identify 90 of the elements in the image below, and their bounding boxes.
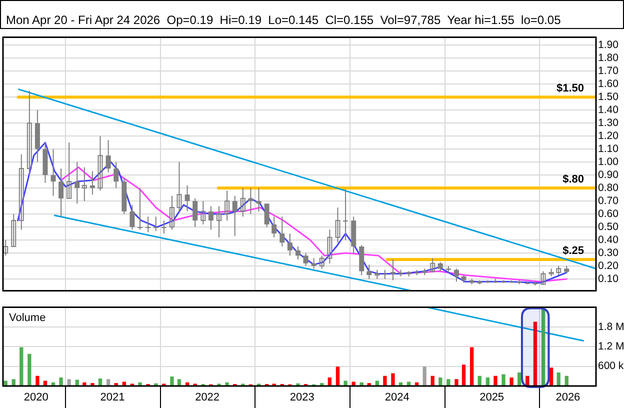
bar: [59, 377, 63, 386]
candlestick: [176, 162, 182, 212]
x-tick-label: 2022: [195, 392, 220, 404]
bar: [391, 373, 395, 386]
candlestick: [327, 230, 332, 264]
bar: [406, 382, 411, 386]
bar: [106, 379, 110, 386]
candlestick: [335, 208, 340, 243]
candlestick: [248, 188, 254, 214]
candlestick: [390, 260, 396, 280]
candlestick: [138, 188, 143, 230]
x-tick-label: 2020: [24, 392, 48, 404]
candlestick: [18, 154, 24, 230]
candlestick: [200, 201, 206, 224]
bar: [170, 376, 174, 386]
bar: [344, 380, 348, 386]
bar: [28, 354, 32, 386]
bar: [422, 366, 426, 386]
bar: [336, 366, 340, 386]
bar: [549, 368, 554, 386]
candlestick: [161, 220, 166, 234]
bar: [90, 383, 94, 386]
candlestick: [82, 167, 87, 202]
bar: [352, 382, 356, 386]
bar: [177, 379, 182, 386]
y-tick-label: 1.80: [598, 52, 619, 64]
y-tick-label: 0.20: [598, 260, 619, 272]
x-tick-label: 2026: [556, 392, 580, 404]
candlestick: [343, 189, 348, 240]
bar: [383, 376, 387, 386]
bar: [462, 364, 466, 386]
candlestick: [153, 216, 158, 231]
x-tick-label: 2021: [100, 392, 125, 404]
candlestick: [11, 214, 16, 248]
bar: [494, 376, 498, 386]
bar: [502, 374, 506, 386]
y-tick-label: 1.90: [598, 38, 619, 51]
candlestick: [146, 216, 151, 232]
y-tick-label: 1.20: [598, 130, 619, 142]
bar: [518, 372, 522, 386]
candlestick: [98, 136, 103, 191]
y-tick-label: 0.30: [598, 246, 619, 259]
y-tick-label: 1.50: [598, 90, 619, 103]
y-tick-label: 0.40: [598, 234, 619, 246]
y-tick-label: 0.90: [598, 168, 619, 181]
bar: [556, 372, 560, 386]
bar: [446, 379, 450, 386]
bar: [36, 376, 40, 386]
bar: [328, 377, 332, 386]
y-tick-label: 1.00: [598, 156, 619, 168]
chart-title: Volume: [9, 312, 46, 324]
y-tick-label: 1.8 M: [598, 320, 624, 333]
candlestick: [216, 206, 222, 238]
candlestick: [66, 142, 72, 199]
y-tick-label: 1.30: [598, 116, 619, 129]
bar: [138, 382, 142, 386]
bar: [438, 377, 442, 386]
y-tick-label: 1.70: [598, 64, 619, 77]
y-tick-label: 1.60: [598, 78, 619, 90]
bar: [510, 377, 514, 386]
candlestick: [169, 196, 174, 230]
series-label: $.25: [562, 245, 584, 258]
candlestick: [26, 90, 32, 176]
bar: [486, 377, 490, 386]
series-label: $.80: [562, 174, 584, 186]
x-tick-label: 2023: [290, 392, 314, 404]
x-tick-label: 2025: [480, 392, 504, 404]
candlestick: [224, 190, 230, 221]
bar: [20, 347, 24, 386]
y-tick-label: 0.80: [598, 182, 619, 194]
y-tick-label: 1.2 M: [598, 340, 624, 353]
series-label: $1.50: [556, 82, 584, 95]
bar: [12, 379, 16, 386]
y-tick-label: 600 k: [598, 360, 624, 372]
y-tick-label: 1.10: [598, 142, 619, 155]
bar: [470, 347, 474, 386]
bar: [454, 379, 458, 386]
y-tick-label: 0.50: [598, 220, 619, 233]
chart-subtitle: Mon Apr 20 - Fri Apr 24 2026 Op=0.19 Hi=0.19 Lo=0.145 Cl=0.155 Vol=97,785 Year hi=1.55 lo=0.05: [6, 13, 561, 27]
x-tick-label: 2024: [384, 392, 410, 404]
bar: [122, 382, 126, 386]
y-tick-label: 0.10: [598, 272, 619, 285]
bar: [541, 307, 546, 386]
bar: [225, 382, 229, 386]
candlestick: [240, 188, 246, 217]
bar: [67, 379, 71, 386]
y-tick-label: 0.70: [598, 194, 619, 207]
bar: [533, 322, 538, 386]
y-tick-label: 0.60: [598, 208, 619, 220]
y-tick-label: 1.40: [598, 104, 619, 116]
